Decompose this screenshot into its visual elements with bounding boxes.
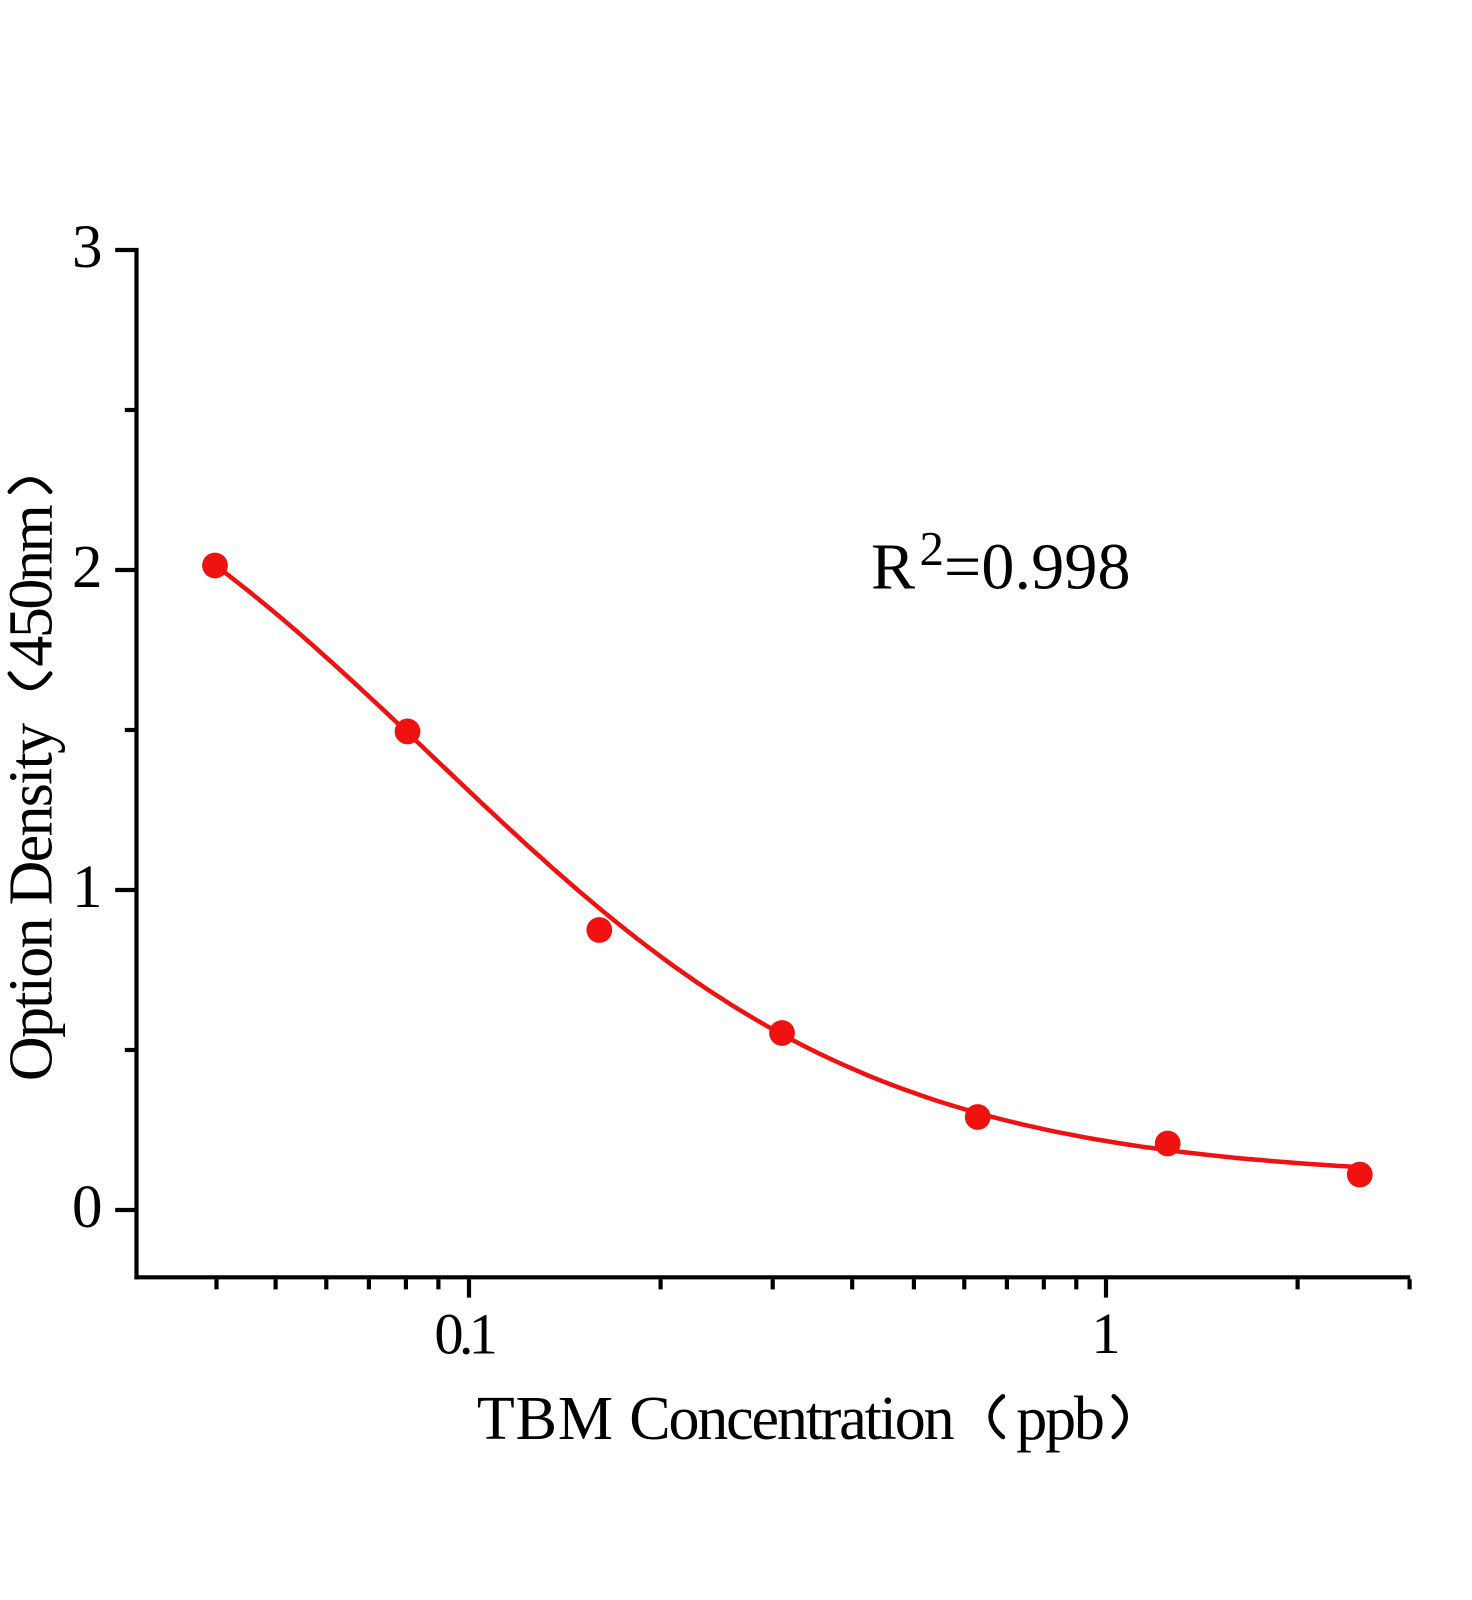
svg-text:0: 0 (72, 1174, 103, 1241)
svg-text:450nm: 450nm (0, 505, 66, 667)
svg-text:Option Density: Option Density (0, 723, 66, 1081)
svg-text:ppb: ppb (1016, 1385, 1103, 1453)
svg-text:1: 1 (1091, 1301, 1120, 1366)
svg-text:R2=0.998: R2=0.998 (871, 521, 1131, 603)
svg-text:3: 3 (72, 214, 103, 281)
svg-text:1: 1 (72, 854, 103, 921)
svg-text:0.1: 0.1 (434, 1302, 494, 1367)
svg-text:TBM Concentration: TBM Concentration (477, 1385, 955, 1453)
svg-text:2: 2 (72, 534, 103, 601)
